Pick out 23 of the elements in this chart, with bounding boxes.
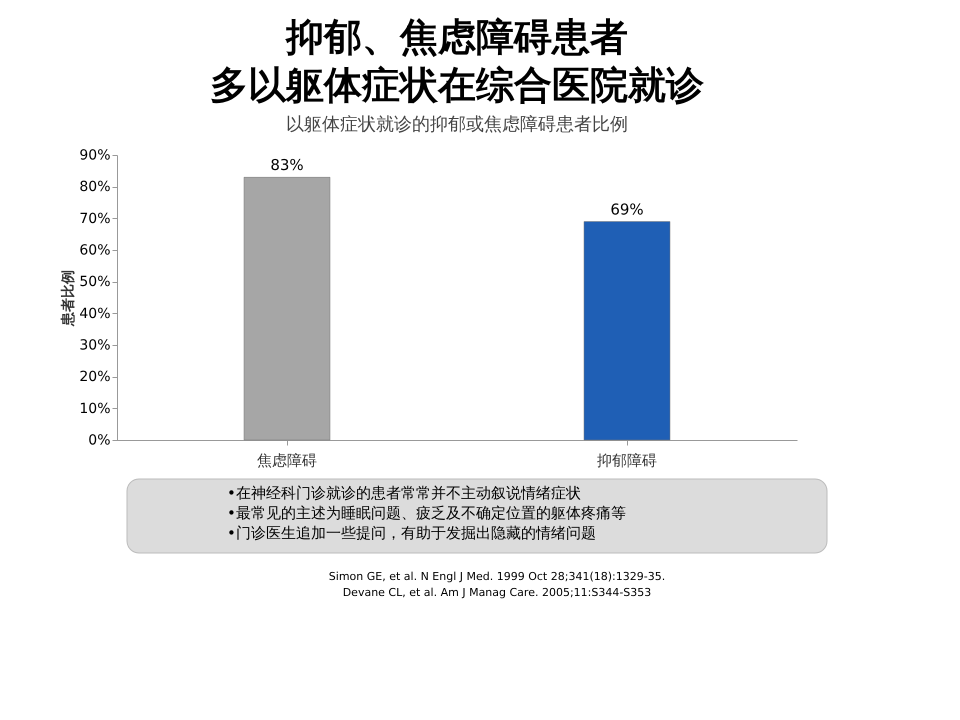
- data-label: 69%: [610, 200, 644, 218]
- y-tick-label: 80%: [79, 179, 110, 196]
- text: •门诊医生追加一些提问，有助于发掘出隐藏的情绪问题: [227, 524, 596, 542]
- text: •在神经科门诊就诊的患者常常并不主动叙说情绪症状: [227, 484, 581, 502]
- y-tick-label: 40%: [79, 306, 110, 322]
- y-tick-label: 10%: [79, 400, 110, 417]
- x-tick-label: 抑郁障碍: [597, 452, 657, 470]
- text: Devane CL, et al. Am J Manag Care. 2005;11:S344-S353: [342, 586, 652, 599]
- data-label: 83%: [270, 156, 304, 174]
- y-tick-label: 90%: [79, 148, 110, 164]
- y-tick-label: 20%: [79, 369, 110, 386]
- y-tick-label: 0%: [88, 432, 110, 448]
- y-tick-label: 30%: [79, 338, 110, 354]
- y-tick-label: 50%: [79, 274, 110, 290]
- chart-subtitle: 以躯体症状就诊的抑郁或焦虑障碍患者比例: [286, 114, 628, 135]
- y-axis-title: 患者比例: [60, 270, 76, 327]
- x-tick-label: 焦虑障碍: [257, 452, 317, 470]
- y-tick-label: 70%: [79, 210, 110, 227]
- text: •最常见的主述为睡眠问题、疲乏及不确定位置的躯体疼痛等: [227, 504, 626, 522]
- y-tick-label: 60%: [79, 242, 110, 258]
- text: Simon GE, et al. N Engl J Med. 1999 Oct 28;341(18):1329-35.: [328, 570, 666, 583]
- text: 抑郁、焦虑障碍患者: [286, 15, 628, 59]
- text: 多以躯体症状在综合医院就诊: [210, 63, 704, 107]
